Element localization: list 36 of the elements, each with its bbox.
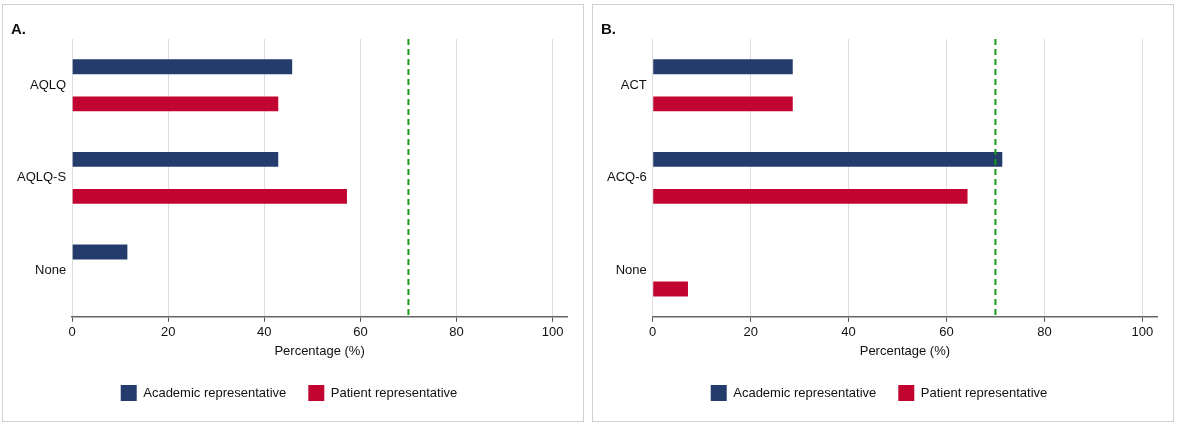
y-tick-label: None (35, 262, 67, 278)
bar (72, 151, 279, 167)
x-tick-label: 60 (939, 324, 954, 340)
bar (653, 96, 793, 112)
y-tick-label: AQLQ (30, 76, 67, 92)
x-axis-title: Percentage (%) (859, 342, 951, 358)
legend-label: Patient representative (920, 384, 1048, 400)
x-tick-label: 0 (649, 324, 657, 340)
bar (653, 189, 968, 204)
bar (653, 281, 688, 297)
x-tick-label: 40 (257, 324, 272, 340)
x-tick-label: 60 (353, 324, 368, 340)
x-tick-label: 100 (541, 324, 564, 340)
bar (72, 189, 347, 204)
legend-label: Patient representative (330, 384, 458, 400)
bar (72, 59, 293, 75)
chart-title: B. (601, 20, 616, 38)
y-tick-label: None (615, 262, 647, 278)
x-tick-label: 80 (449, 324, 464, 340)
legend-label: Academic representative (143, 384, 287, 400)
y-tick-label: ACQ-6 (607, 169, 647, 185)
bar (653, 59, 793, 75)
x-tick-label: 20 (160, 324, 176, 340)
x-tick-label: 40 (841, 324, 856, 340)
y-tick-label: AQLQ-S (17, 169, 67, 185)
chart-title: A. (11, 20, 26, 38)
x-tick-label: 100 (1131, 324, 1154, 340)
x-axis-title: Percentage (%) (274, 342, 365, 358)
bar (653, 151, 1003, 167)
x-tick-label: 0 (68, 324, 76, 340)
x-tick-label: 80 (1037, 324, 1052, 340)
legend-label: Academic representative (733, 384, 877, 400)
bar (72, 96, 279, 112)
y-tick-label: ACT (620, 76, 647, 92)
bar (72, 244, 128, 260)
x-tick-label: 20 (743, 324, 758, 340)
